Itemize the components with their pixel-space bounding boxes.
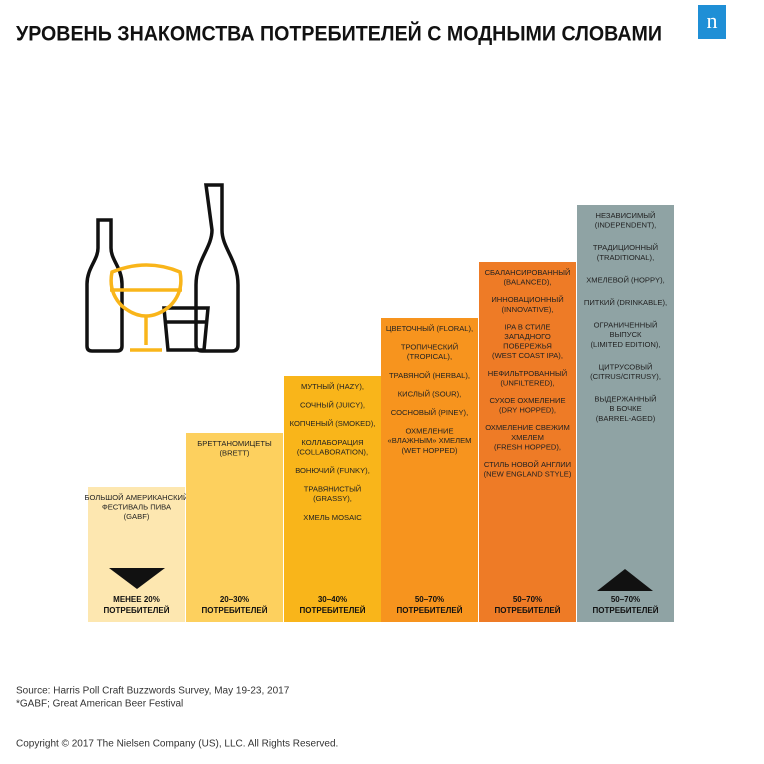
item-text: ВОНЮЧИЙ (FUNKY), [295,466,370,475]
item-text: IPA В СТИЛЕ [505,322,551,331]
glass-icon [109,263,183,352]
item-text: «ВЛАЖНЫМ» ХМЕЛЕМ [388,436,472,445]
item-text: (BALANCED), [503,278,551,287]
item-text: (COLLABORATION), [297,447,368,456]
column-label: 30–40% [318,595,347,604]
item-text: ПОБЕРЕЖЬЯ [503,342,552,351]
column-label: 50–70% [513,595,542,604]
item-text: (BRETT) [220,449,250,458]
item-text: ХМЕЛЕМ [511,433,544,442]
item-text: ВЫДЕРЖАННЫЙ [594,395,656,404]
column-label: 20–30% [220,595,249,604]
item-text: МУТНЫЙ (HAZY), [301,382,364,391]
column-label: 50–70% [415,595,444,604]
logo: n [707,8,718,33]
item-text: (BARREL-AGED) [596,414,656,423]
item-text: ЦИТРУСОВЫЙ [599,362,653,371]
item-text: БОЛЬШОЙ АМЕРИКАНСКИЙ [85,493,189,502]
column [88,487,185,622]
item-text: ТРАДИЦИОННЫЙ [593,243,658,252]
item-text: (GABF) [124,512,150,521]
item-text: СУХОЕ ОХМЕЛЕНИЕ [489,396,565,405]
item-text: (NEW ENGLAND STYLE) [484,470,572,479]
item-text: В БОЧКЕ [609,404,641,413]
item-text: (WEST COAST IPA), [492,351,563,360]
note: *GABF; Great American Beer Festival [16,699,183,710]
copyright: Copyright © 2017 The Nielsen Company (US… [16,739,338,750]
column [284,376,381,622]
column-label: ПОТРЕБИТЕЛЕЙ [202,606,268,615]
item-text: (UNFILTERED), [500,378,554,387]
column-label: ПОТРЕБИТЕЛЕЙ [397,606,463,615]
bottles-icon [85,183,240,353]
item-text: КОПЧЕНЫЙ (SMOKED), [290,419,376,428]
item-text: ТРАВЯНИСТЫЙ [304,485,362,494]
source: Source: Harris Poll Craft Buzzwords Surv… [16,686,290,697]
item-text: БРЕТТАНОМИЦЕТЫ [197,439,272,448]
column-label: ПОТРЕБИТЕЛЕЙ [593,606,659,615]
column-label: ПОТРЕБИТЕЛЕЙ [495,606,561,615]
item-text: КИСЛЫЙ (SOUR), [398,389,462,398]
item-text: (TRADITIONAL), [597,253,654,262]
column [186,433,283,622]
item-text: (DRY HOPPED), [499,406,556,415]
column-label: 50–70% [611,595,640,604]
item-text: ЗАПАДНОГО [504,332,551,341]
item-text: (INNOVATIVE), [501,305,553,314]
item-text: ХМЕЛЬ MOSAIC [303,513,362,522]
item-text: (GRASSY), [313,494,352,503]
item-text: СБАЛАНСИРОВАННЫЙ [485,268,571,277]
item-text: (TROPICAL), [407,352,452,361]
item-text: (WET HOPPED) [402,446,458,455]
item-text: ИННОВАЦИОННЫЙ [491,295,563,304]
item-text: (CITRUS/CITRUSY), [590,372,661,381]
item-text: ОХМЕЛЕНИЕ [405,427,453,436]
item-text: ВЫПУСК [610,330,643,339]
item-text: ХМЕЛЕВОЙ (HOPPY), [586,275,665,284]
item-text: КОЛЛАБОРАЦИЯ [301,438,363,447]
item-text: (LIMITED EDITION), [590,340,660,349]
item-text: СОЧНЫЙ (JUICY), [300,401,365,410]
item-text: ОХМЕЛЕНИЕ СВЕЖИМ [485,423,570,432]
column-label: МЕНЕЕ 20% [113,595,160,604]
item-text: СТИЛЬ НОВОЙ АНГЛИИ [484,460,571,469]
item-text: НЕЗАВИСИМЫЙ [595,211,655,220]
arrow-up [597,569,653,591]
arrow-down [109,568,165,589]
column-label: ПОТРЕБИТЕЛЕЙ [104,606,170,615]
item-text: ОГРАНИЧЕННЫЙ [594,321,658,330]
column [381,318,478,622]
item-text: НЕФИЛЬТРОВАННЫЙ [488,369,567,378]
item-text: ТРОПИЧЕСКИЙ [401,343,458,352]
column [577,205,674,622]
item-text: ЦВЕТОЧНЫЙ (FLORAL), [386,324,473,333]
column-label: ПОТРЕБИТЕЛЕЙ [300,606,366,615]
item-text: ПИТКИЙ (DRINKABLE), [584,298,667,307]
item-text: (FRESH HOPPED), [494,442,561,451]
item-text: СОСНОВЫЙ (PINEY), [391,408,468,417]
item-text: ФЕСТИВАЛЬ ПИВА [102,503,172,512]
item-text: (INDEPENDENT), [595,221,657,230]
title: УРОВЕНЬ ЗНАКОМСТВА ПОТРЕБИТЕЛЕЙ С МОДНЫМ… [16,22,662,46]
column [479,262,576,622]
logo-box [698,5,726,39]
item-text: ТРАВЯНОЙ (HERBAL), [389,371,470,380]
